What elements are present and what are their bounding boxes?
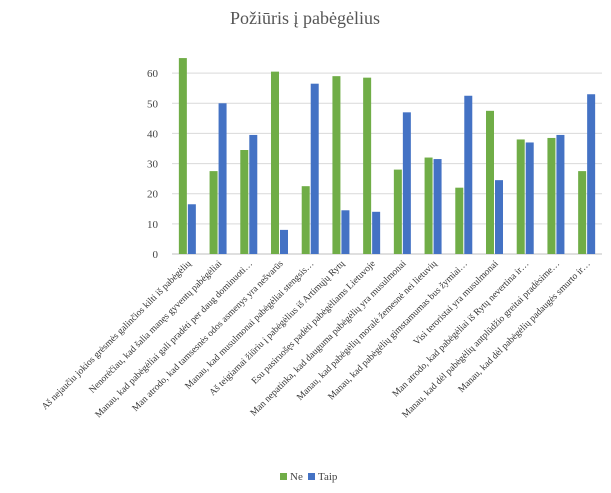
- y-tick-label: 50: [147, 98, 159, 110]
- legend: Ne Taip: [280, 471, 338, 483]
- bar-taip-8: [433, 159, 442, 254]
- bar-ne-5: [332, 76, 341, 255]
- bar-ne-2: [240, 150, 249, 254]
- bar-taip-13: [587, 94, 596, 254]
- bar-ne-6: [363, 77, 372, 255]
- bar-taip-7: [402, 112, 411, 254]
- bar-taip-11: [525, 142, 534, 254]
- bar-taip-3: [280, 229, 288, 254]
- legend-swatch-ne: [280, 473, 287, 480]
- bar-ne-11: [516, 139, 525, 254]
- y-tick-label: 20: [147, 189, 159, 201]
- bar-taip-6: [372, 211, 381, 254]
- grid-lines: [172, 72, 602, 255]
- y-tick-label: 40: [147, 128, 159, 140]
- x-tick-label: Manau, kad pabėgėlių moralė žemesnė nei …: [295, 259, 439, 403]
- bar-ne-7: [393, 169, 402, 254]
- bar-taip-9: [464, 95, 473, 254]
- bar-taip-4: [310, 83, 319, 254]
- bar-ne-0: [178, 58, 187, 255]
- bar-ne-1: [209, 171, 218, 254]
- bar-ne-3: [271, 71, 279, 254]
- bar-ne-8: [424, 157, 433, 254]
- bar-taip-5: [341, 210, 350, 254]
- bars: [178, 58, 596, 255]
- bar-ne-10: [486, 110, 494, 254]
- y-axis-ticks: 0 10 20 30 40 50 60: [147, 68, 159, 261]
- y-tick-label: 0: [153, 249, 159, 261]
- bar-ne-4: [301, 186, 310, 254]
- legend-swatch-taip: [308, 473, 315, 480]
- y-tick-label: 30: [147, 159, 159, 171]
- y-tick-label: 60: [147, 68, 159, 80]
- legend-label-ne: Ne: [290, 471, 303, 483]
- chart-title: Požiūris į pabėgėlius: [230, 8, 380, 28]
- bar-ne-13: [578, 171, 587, 254]
- bar-taip-0: [187, 204, 196, 254]
- bar-ne-12: [547, 137, 556, 254]
- bar-taip-10: [495, 180, 503, 254]
- bar-taip-2: [249, 134, 258, 254]
- y-tick-label: 10: [147, 219, 159, 231]
- bar-taip-1: [218, 103, 227, 255]
- bar-ne-9: [455, 187, 464, 254]
- x-axis-ticks: Aš nejaučiu jokios grėsmės galinčios kil…: [40, 259, 592, 421]
- bar-taip-12: [556, 134, 565, 254]
- legend-label-taip: Taip: [318, 471, 338, 483]
